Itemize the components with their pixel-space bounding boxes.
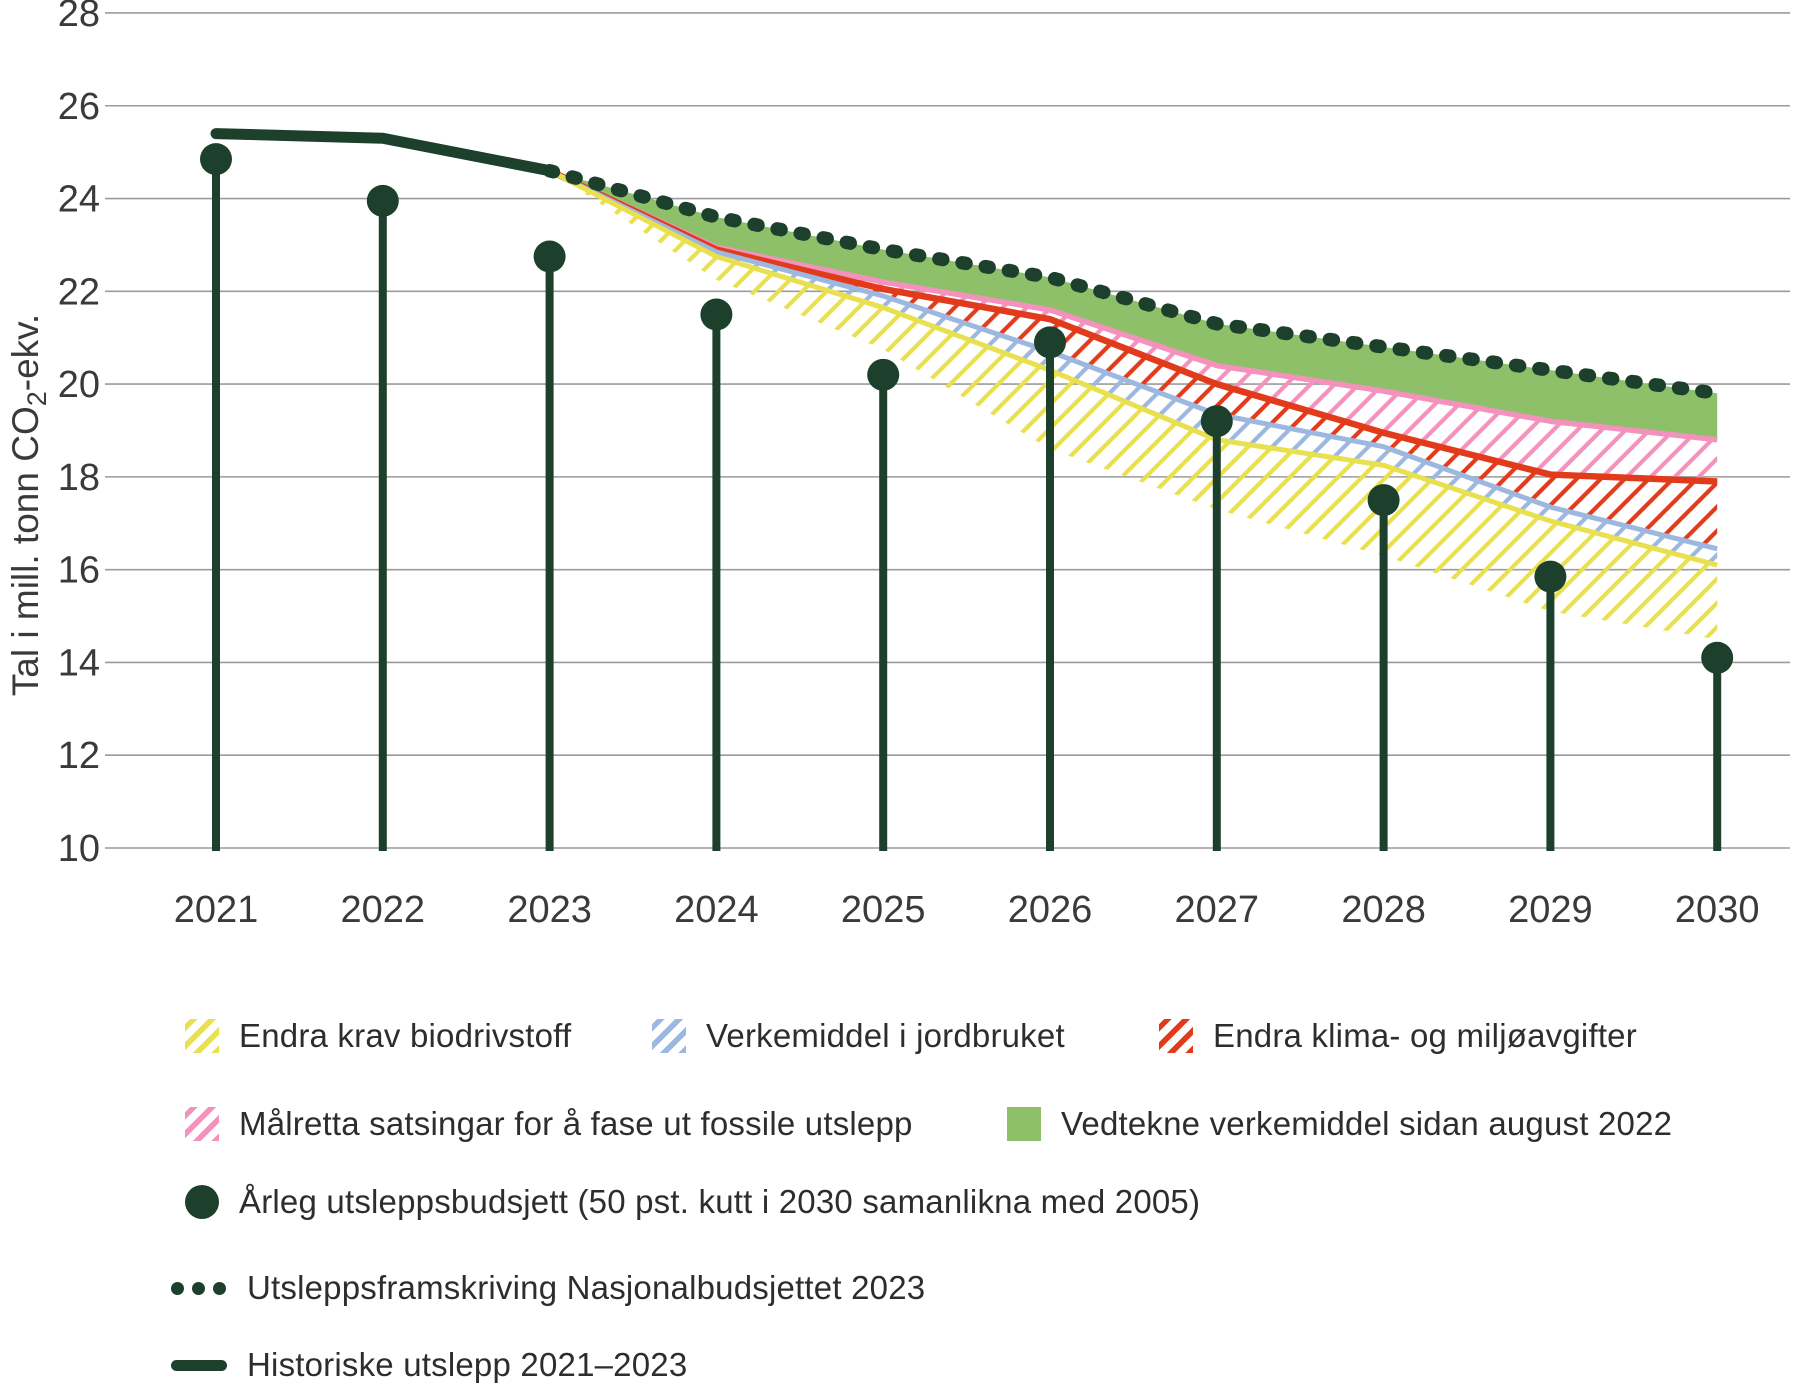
x-tick-label: 2025 [841, 889, 926, 931]
chart-lines [210, 128, 1724, 401]
legend-label-biodrivstoff: Endra krav biodrivstoff [239, 1017, 572, 1054]
historical-line [210, 128, 556, 177]
budget-dot-swatch [185, 1185, 219, 1219]
y-axis-title-text: Tal i mill. tonn CO [5, 406, 46, 696]
y-tick-label: 18 [58, 457, 100, 499]
legend-label-jordbruket: Verkemiddel i jordbruket [706, 1017, 1065, 1054]
band-top-line-biodrivstoff [548, 168, 1718, 568]
x-tick-label: 2027 [1175, 889, 1260, 931]
x-axis-labels: 2021 2022 2023 2024 2025 2026 2027 2028 2029 2030 [174, 889, 1760, 931]
x-tick-label: 2022 [341, 889, 426, 931]
legend-label-historical: Historiske utslepp 2021–2023 [247, 1346, 688, 1383]
budget-dot [1034, 326, 1066, 359]
y-axis-title-subscript: 2 [22, 391, 52, 406]
legend-item-historical: Historiske utslepp 2021–2023 [171, 1345, 687, 1385]
band-vedtekne [549, 170, 1718, 440]
x-tick-label: 2023 [507, 889, 592, 931]
y-tick-label: 28 [58, 0, 100, 35]
budget-dot [1367, 484, 1400, 517]
legend-label-malretta: Målretta satsingar for å fase ut fossile… [239, 1105, 913, 1142]
band-top-line-avgifter [548, 167, 1718, 485]
budget-dot [200, 143, 232, 176]
y-axis-title: Tal i mill. tonn CO2-ekv. [5, 314, 52, 696]
band-top-line-jordbruket [548, 168, 1718, 552]
green-solid-swatch [1007, 1107, 1041, 1141]
legend-item-vedtekne: Vedtekne verkemiddel sidan august 2022 [1007, 1104, 1672, 1144]
x-tick-label: 2026 [1008, 889, 1093, 931]
yellow-hatch-swatch [185, 1019, 219, 1053]
blue-hatch-swatch [652, 1019, 686, 1053]
legend-item-avgifter: Endra klima- og miljøavgifter [1159, 1016, 1637, 1056]
budget-dot [366, 184, 399, 217]
x-tick-label: 2024 [674, 889, 759, 931]
y-tick-label: 26 [58, 86, 100, 128]
x-tick-label: 2021 [174, 889, 259, 931]
legend-label-vedtekne: Vedtekne verkemiddel sidan august 2022 [1061, 1105, 1673, 1142]
x-tick-label: 2028 [1341, 889, 1426, 931]
legend-label-budget: Årleg utsleppsbudsjett (50 pst. kutt i 2… [239, 1183, 1201, 1220]
band-jordbruket [549, 170, 1718, 566]
red-hatch-swatch [1159, 1019, 1193, 1053]
budget-dot [1200, 405, 1233, 438]
y-tick-label: 12 [58, 735, 100, 777]
y-tick-label: 20 [58, 364, 100, 406]
wedge-bands [548, 167, 1718, 640]
y-tick-label: 24 [58, 179, 100, 221]
y-tick-label: 22 [58, 271, 100, 313]
legend-label-avgifter: Endra klima- og miljøavgifter [1213, 1017, 1637, 1054]
legend-label-projection: Utsleppsframskriving Nasjonalbudsjettet … [247, 1269, 926, 1306]
legend-item-jordbruket: Verkemiddel i jordbruket [652, 1016, 1065, 1056]
legend-item-biodrivstoff: Endra krav biodrivstoff [185, 1016, 571, 1056]
projection-dotted-line [542, 163, 1724, 401]
x-tick-label: 2030 [1675, 889, 1760, 931]
budget-lollipops [200, 143, 1734, 851]
y-axis-title-suffix: -ekv. [5, 314, 46, 391]
pink-hatch-swatch [185, 1107, 219, 1141]
x-tick-label: 2029 [1508, 889, 1593, 931]
band-avgifter [549, 170, 1718, 549]
solid-line-swatch [171, 1359, 227, 1371]
budget-dot [1701, 641, 1734, 674]
legend-item-projection: Utsleppsframskriving Nasjonalbudsjettet … [171, 1268, 925, 1308]
budget-dot [867, 358, 900, 391]
budget-dot [700, 298, 733, 331]
y-tick-label: 10 [58, 828, 100, 870]
legend-item-malretta: Målretta satsingar for å fase ut fossile… [185, 1104, 913, 1144]
band-malretta [549, 170, 1718, 482]
y-tick-label: 16 [58, 550, 100, 592]
budget-dot [533, 240, 566, 273]
y-tick-label: 14 [58, 642, 100, 684]
dotted-line-swatch [171, 1281, 227, 1295]
budget-dot [1534, 560, 1567, 593]
legend-item-budget: Årleg utsleppsbudsjett (50 pst. kutt i 2… [185, 1182, 1200, 1222]
